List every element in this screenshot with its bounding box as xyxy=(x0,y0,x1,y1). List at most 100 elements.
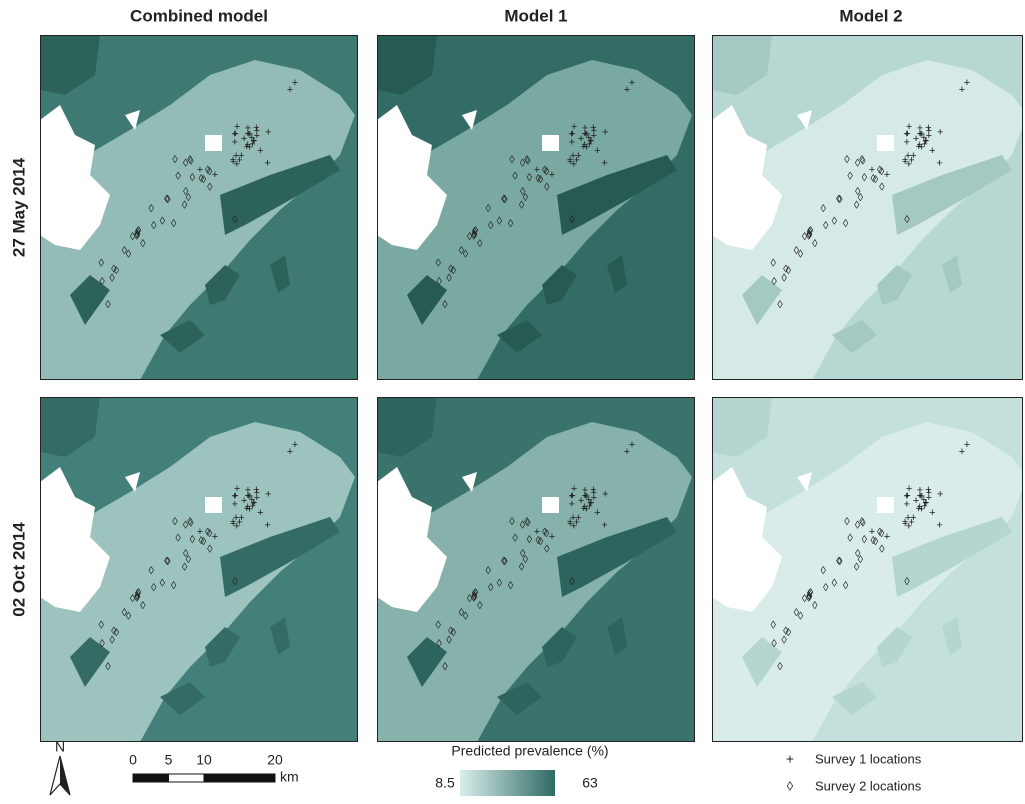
survey2-marker: ◊ xyxy=(467,593,473,605)
survey2-marker: ◊ xyxy=(442,299,448,311)
survey1-marker: + xyxy=(929,507,935,519)
survey2-marker: ◊ xyxy=(859,516,865,528)
survey2-marker: ◊ xyxy=(485,565,491,577)
survey1-marker: + xyxy=(582,485,588,497)
survey2-marker: ◊ xyxy=(165,556,171,568)
survey2-marker: ◊ xyxy=(198,535,204,547)
figure: Combined modelModel 1Model 227 May 20140… xyxy=(0,0,1025,799)
scale-unit: km xyxy=(280,769,299,785)
survey2-marker: ◊ xyxy=(171,218,177,230)
survey2-marker: ◊ xyxy=(812,600,818,612)
survey2-marker: ◊ xyxy=(862,172,868,184)
survey1-marker: + xyxy=(292,439,298,451)
legend-title: Predicted prevalence (%) xyxy=(451,743,608,759)
survey2-marker: ◊ xyxy=(148,203,154,215)
row-label: 27 May 2014 xyxy=(9,157,28,257)
survey2-marker: ◊ xyxy=(485,203,491,215)
survey2-marker: ◊ xyxy=(854,199,860,211)
survey2-marker: ◊ xyxy=(172,516,178,528)
survey2-marker: ◊ xyxy=(508,218,514,230)
survey2-marker: ◊ xyxy=(844,154,850,166)
scale-segment xyxy=(204,774,275,782)
survey1-marker: + xyxy=(884,531,890,543)
survey2-marker: ◊ xyxy=(497,578,503,590)
survey2-marker: ◊ xyxy=(777,299,783,311)
scale-label: 0 xyxy=(129,752,137,768)
survey2-marker: ◊ xyxy=(111,625,117,637)
survey1-marker: + xyxy=(964,439,970,451)
survey2-marker: ◊ xyxy=(459,607,465,619)
survey2-marker: ◊ xyxy=(771,276,777,288)
survey2-marker: ◊ xyxy=(544,166,550,178)
survey2-marker: ◊ xyxy=(512,533,518,545)
survey1-marker: + xyxy=(964,77,970,89)
survey2-marker: ◊ xyxy=(183,548,189,560)
survey1-symbol: + xyxy=(786,751,794,767)
map-raster xyxy=(40,35,358,380)
survey2-marker: ◊ xyxy=(207,166,213,178)
survey1-marker: + xyxy=(594,507,600,519)
survey2-marker: ◊ xyxy=(823,582,829,594)
survey2-marker: ◊ xyxy=(527,172,533,184)
survey2-marker: ◊ xyxy=(870,535,876,547)
survey2-marker: ◊ xyxy=(171,580,177,592)
column-title: Model 1 xyxy=(504,6,567,25)
survey1-marker: + xyxy=(236,154,242,166)
survey1-marker: + xyxy=(257,507,263,519)
survey2-marker: ◊ xyxy=(436,276,442,288)
survey2-marker: ◊ xyxy=(544,544,550,556)
survey2-marker: ◊ xyxy=(488,220,494,232)
survey2-marker: ◊ xyxy=(509,154,515,166)
survey2-marker: ◊ xyxy=(151,582,157,594)
survey2-marker: ◊ xyxy=(435,257,441,269)
survey2-marker: ◊ xyxy=(820,565,826,577)
survey2-marker: ◊ xyxy=(207,544,213,556)
survey2-marker: ◊ xyxy=(844,516,850,528)
survey1-marker: + xyxy=(601,520,607,532)
survey2-marker: ◊ xyxy=(879,544,885,556)
survey1-marker: + xyxy=(292,77,298,89)
survey2-marker: ◊ xyxy=(122,607,128,619)
survey2-marker: ◊ xyxy=(198,173,204,185)
survey2-marker: ◊ xyxy=(459,245,465,257)
survey2-marker: ◊ xyxy=(182,561,188,573)
survey2-marker: ◊ xyxy=(843,580,849,592)
survey2-marker: ◊ xyxy=(448,625,454,637)
map-raster xyxy=(40,397,358,742)
survey2-marker: ◊ xyxy=(187,516,193,528)
survey2-marker: ◊ xyxy=(879,528,885,540)
survey2-marker: ◊ xyxy=(175,533,181,545)
survey2-marker: ◊ xyxy=(879,166,885,178)
survey2-marker: ◊ xyxy=(771,638,777,650)
survey2-marker: ◊ xyxy=(855,548,861,560)
survey2-marker: ◊ xyxy=(182,199,188,211)
survey2-marker: ◊ xyxy=(98,619,104,631)
scale-segment xyxy=(133,774,169,782)
survey1-marker: + xyxy=(212,531,218,543)
survey2-marker: ◊ xyxy=(172,154,178,166)
scale-label: 20 xyxy=(267,752,283,768)
survey2-marker: ◊ xyxy=(879,182,885,194)
survey1-marker: + xyxy=(937,126,943,138)
survey2-marker: ◊ xyxy=(502,194,508,206)
survey1-marker: + xyxy=(582,123,588,135)
map-panel: ++++++++++++++++++++++++++++++++◊◊◊◊◊◊◊◊… xyxy=(377,35,695,380)
survey2-marker: ◊ xyxy=(512,171,518,183)
survey2-marker: ◊ xyxy=(794,245,800,257)
survey2-marker: ◊ xyxy=(175,171,181,183)
legend-min: 8.5 xyxy=(435,775,455,791)
map-panel: ++++++++++++++++++++++++++++++++◊◊◊◊◊◊◊◊… xyxy=(40,35,358,380)
survey2-marker: ◊ xyxy=(436,638,442,650)
row-label: 02 Oct 2014 xyxy=(9,522,28,617)
survey2-marker: ◊ xyxy=(140,600,146,612)
map-raster xyxy=(377,397,695,742)
survey1-marker: + xyxy=(549,169,555,181)
scale-label: 10 xyxy=(196,752,212,768)
survey2-marker: ◊ xyxy=(837,556,843,568)
survey2-marker: ◊ xyxy=(105,661,111,673)
survey1-marker: + xyxy=(232,128,238,140)
survey1-marker: + xyxy=(573,516,579,528)
survey2-marker: ◊ xyxy=(151,220,157,232)
survey1-marker: + xyxy=(212,169,218,181)
survey1-marker: + xyxy=(929,145,935,157)
